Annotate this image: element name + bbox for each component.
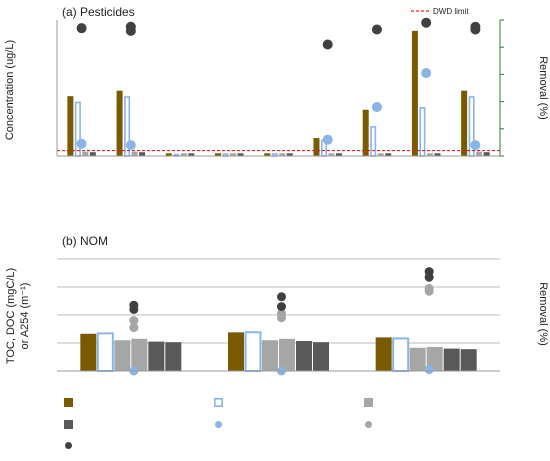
point-removal-mf-tebuconazole	[421, 68, 432, 79]
bar-cout-inline-pac-mf-doc	[296, 341, 312, 371]
bar-cout-tank-pac-mf-toc	[131, 338, 148, 371]
bar-cin-alachlor	[67, 96, 74, 156]
panel-b-title: (b) NOM	[62, 234, 108, 248]
point-removal-mf-a254	[424, 365, 434, 375]
panel-b-points	[129, 267, 434, 376]
point-removal-mf-linuron	[371, 102, 382, 113]
point-removal-inline-pac-mf-tebuconazole	[421, 17, 432, 28]
bar-cout-inline-pac-mf-dimethoate	[286, 153, 293, 156]
legend	[64, 397, 373, 449]
bar-cout-inline-pac-mf-toc	[148, 341, 165, 371]
bar-cout-inline-pac-mf-alachlor	[89, 152, 96, 156]
bar-cin-linuron	[362, 109, 369, 156]
bar-cout-inline-pac-mf-a254	[443, 348, 460, 371]
legend-removal-mf-swatch	[215, 421, 222, 428]
point-removal-tank-pac-mf-doc	[277, 309, 286, 319]
bar-cout-tank-pac-mf-alachlor	[82, 151, 89, 156]
point-removal-mf-terbuthylazine	[470, 140, 481, 151]
legend-cout-mf-swatch	[214, 397, 224, 407]
bar-cout-inline-pac-mf-bentazone	[188, 153, 195, 156]
point-removal-inline-pac-mf-doc	[277, 292, 286, 302]
bar-cout-tank-pac-mf-linuron	[377, 153, 384, 156]
bar-cout-tank-pac-mf-a254	[409, 347, 426, 371]
point-removal-inline-pac-mf-linuron	[371, 24, 382, 35]
point-removal-inline-pac-mf-diuron	[322, 39, 333, 50]
panel-pesticides: (a) Pesticides DWD limit Concentration (…	[4, 5, 549, 157]
point-removal-inline-pac-mf-a254	[424, 267, 434, 277]
panel-a-ylabel: Concentration (ug/L)	[4, 40, 16, 140]
bar-cout-tank-pac-mf-doc	[279, 338, 295, 371]
point-removal-tank-pac-mf-a254	[424, 283, 434, 293]
bar-cin-chlorfoluron	[215, 153, 222, 156]
bar-cout-mf-a254	[392, 337, 410, 372]
bar-cout-inline-pac-mf-diuron	[335, 153, 342, 156]
bar-cout-tank-pac-mf-tebuconazole	[426, 153, 433, 156]
point-removal-mf-alachlor	[76, 138, 87, 149]
bar-cin-tebuconazole	[411, 30, 418, 157]
panel-b-ylabel-line1: TOC, DOC (mgC/L)	[5, 268, 17, 364]
point-extra-atrazine	[125, 25, 136, 36]
panel-a-legend-dwd: DWD limit	[411, 7, 469, 16]
dwd-legend-label: DWD limit	[433, 7, 469, 16]
bar-cout-tank-pac-mf-bentazone	[180, 153, 187, 156]
panel-a-title: (a) Pesticides	[62, 5, 135, 19]
point-removal-inline-pac-mf-toc	[129, 300, 139, 310]
bar-cin-bentazone	[165, 153, 172, 156]
bar-cin-doc	[228, 332, 244, 371]
bar-cout-inline-pac-mf-chlorfoluron	[237, 153, 244, 156]
bar-cout-inline-pac-mf-a254	[460, 349, 477, 371]
bar-cout-mf-tebuconazole	[419, 107, 426, 157]
panel-nom: (b) NOM TOC, DOC (mgC/L) or A254 (m⁻¹) R…	[5, 234, 549, 376]
bar-cout-inline-pac-mf-doc	[313, 342, 329, 371]
bar-cout-mf-linuron	[370, 126, 377, 157]
bar-cout-tank-pac-mf-toc	[114, 340, 131, 371]
bar-cout-tank-pac-mf-dimethoate	[279, 153, 286, 156]
bar-cin-terbuthylazine	[461, 90, 468, 156]
point-removal-inline-pac-mf-alachlor	[76, 23, 87, 34]
bar-cout-tank-pac-mf-chlorfoluron	[230, 153, 237, 156]
panel-a-bars	[67, 30, 490, 157]
bar-cin-diuron	[313, 138, 320, 156]
bar-cout-inline-pac-mf-atrazine	[139, 152, 146, 156]
bar-cout-tank-pac-mf-terbuthylazine	[476, 151, 483, 156]
bar-cout-mf-doc	[244, 331, 262, 372]
panel-b-ylabel-line2: or A254 (m⁻¹)	[19, 283, 31, 350]
legend-removal-inline-pac-mf-swatch	[65, 442, 72, 449]
bar-cout-inline-pac-mf-toc	[165, 342, 182, 371]
bar-cin-a254	[375, 337, 392, 371]
point-removal-tank-pac-mf-toc	[129, 316, 139, 326]
bar-cout-inline-pac-mf-tebuconazole	[434, 153, 441, 156]
bar-cin-atrazine	[116, 90, 123, 156]
legend-removal-tank-pac-mf-swatch	[365, 421, 372, 428]
bar-cout-inline-pac-mf-terbuthylazine	[483, 152, 490, 156]
bar-cout-tank-pac-mf-atrazine	[131, 151, 138, 156]
point-removal-inline-pac-mf-doc	[277, 302, 286, 312]
legend-cout-inline-pac-mf-swatch	[64, 420, 73, 429]
bar-cout-mf-toc	[96, 332, 114, 372]
bar-cout-tank-pac-mf-a254	[426, 346, 443, 371]
bar-cout-tank-pac-mf-diuron	[328, 153, 335, 156]
point-removal-tank-pac-mf-toc	[129, 323, 139, 333]
point-removal-mf-atrazine	[125, 140, 136, 151]
panel-a-y2label: Removal (%)	[537, 56, 549, 120]
point-removal-mf-diuron	[322, 134, 333, 145]
bar-cout-tank-pac-mf-doc	[262, 340, 278, 371]
bar-cout-inline-pac-mf-linuron	[385, 153, 392, 156]
bar-cin-toc	[80, 333, 97, 371]
panel-b-y2label: Removal (%)	[537, 282, 549, 346]
panel-a-y2-ticks	[500, 19, 504, 157]
point-extra-terbuthylazine	[470, 24, 481, 35]
legend-cin-swatch	[64, 398, 73, 407]
panel-a-points	[76, 17, 481, 151]
legend-cout-tank-pac-mf-swatch	[364, 398, 373, 407]
bar-cin-dimethoate	[264, 153, 271, 156]
panel-b-bars	[80, 331, 477, 372]
